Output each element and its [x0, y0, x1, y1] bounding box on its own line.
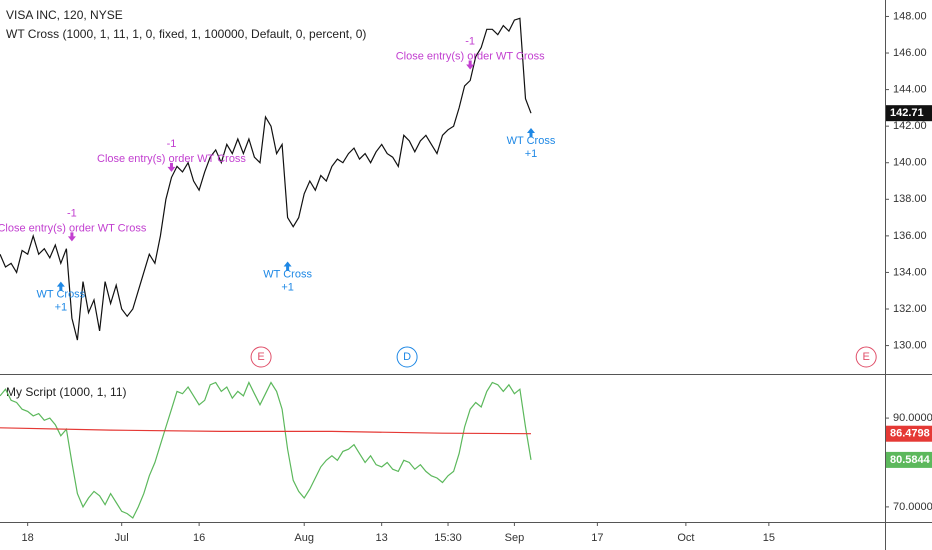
event-badge [855, 346, 877, 368]
x-tick-label: Oct [677, 532, 694, 544]
signal-arrow [466, 60, 475, 70]
x-tick-label: Aug [294, 532, 314, 544]
series-line [0, 381, 532, 519]
x-tick-label: Sep [505, 532, 525, 544]
signal-qty: -1 [465, 35, 475, 47]
signal-arrow [283, 261, 292, 271]
signal-label: Close entry(s) order WT Cross [97, 153, 246, 165]
event-badge [396, 346, 418, 368]
signal-arrow [167, 162, 176, 172]
event-badge [250, 346, 272, 368]
signal-arrow [56, 281, 65, 291]
study-title: WT Cross (1000, 1, 11, 1, 0, fixed, 1, 1… [6, 27, 366, 41]
y-tick-label: 130.00 [893, 339, 927, 351]
y-tick-label: 146.00 [893, 47, 927, 59]
signal-qty: +1 [55, 301, 68, 313]
event-label: D [403, 351, 411, 363]
last-value-tag [886, 105, 932, 122]
signal-qty: -1 [67, 207, 77, 219]
x-tick-label: 13 [376, 532, 388, 544]
y-tick-label: 90.0000 [893, 412, 932, 424]
last-value-tag [886, 425, 932, 442]
signal-arrow [527, 127, 535, 137]
last-value-tag [886, 451, 932, 468]
x-tick-label: 15:30 [434, 532, 462, 544]
signal-qty: +1 [281, 281, 294, 293]
series-line [0, 17, 532, 341]
last-value-label: 142.71 [890, 107, 924, 119]
x-tick-label: 18 [22, 532, 34, 544]
x-tick-label: Jul [115, 532, 129, 544]
oscillator-title: My Script (1000, 1, 11) [6, 385, 127, 399]
last-value-label: 86.4798 [890, 428, 930, 440]
event-label: E [863, 351, 870, 363]
signal-label: Close entry(s) order WT Cross [396, 50, 545, 62]
signal-arrow [67, 232, 76, 242]
y-tick-label: 132.00 [893, 303, 927, 315]
y-tick-label: 138.00 [893, 193, 927, 205]
y-tick-label: 134.00 [893, 266, 927, 278]
x-tick-label: 17 [591, 532, 603, 544]
symbol-title: VISA INC, 120, NYSE [6, 8, 123, 22]
signal-qty: -1 [167, 138, 177, 150]
y-tick-label: 140.00 [893, 157, 927, 169]
signal-label: Close entry(s) order WT Cross [0, 222, 147, 234]
y-tick-label: 142.00 [893, 120, 927, 132]
signal-label: WT Cross [507, 135, 556, 147]
x-tick-label: 16 [193, 532, 205, 544]
y-tick-label: 136.00 [893, 230, 927, 242]
signal-qty: +1 [525, 148, 538, 160]
y-tick-label: 148.00 [893, 10, 927, 22]
y-tick-label: 70.0000 [893, 501, 932, 513]
event-label: E [257, 351, 264, 363]
signal-label: WT Cross [263, 268, 312, 280]
signal-label: WT Cross [37, 288, 86, 300]
series-line [0, 427, 532, 435]
last-value-label: 80.5844 [890, 454, 931, 466]
x-tick-label: 15 [763, 532, 775, 544]
y-tick-label: 144.00 [893, 83, 927, 95]
